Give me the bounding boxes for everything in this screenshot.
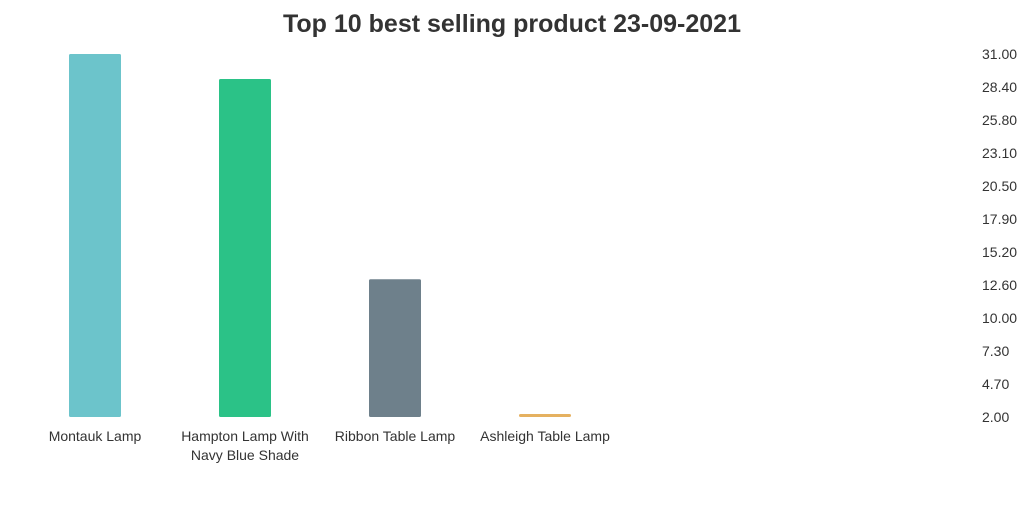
y-tick-label: 15.20 [982, 244, 1017, 260]
y-tick-label: 20.50 [982, 178, 1017, 194]
bar[interactable] [369, 279, 421, 417]
y-axis-ticks: 31.00 28.40 25.80 23.10 20.50 17.90 15.20 12.60… [982, 46, 1017, 425]
y-tick-label: 4.70 [982, 376, 1009, 392]
y-tick-label: 31.00 [982, 46, 1017, 62]
y-tick-label: 28.40 [982, 79, 1017, 95]
y-tick-label: 23.10 [982, 145, 1017, 161]
chart-title: Top 10 best selling product 23-09-2021 [282, 10, 741, 38]
x-category-label: Ribbon Table Lamp [335, 428, 456, 444]
bar[interactable] [519, 414, 571, 417]
y-tick-label: 10.00 [982, 310, 1017, 326]
x-category-label: Navy Blue Shade [191, 447, 299, 463]
x-category-label: Montauk Lamp [49, 428, 142, 444]
y-tick-label: 17.90 [982, 211, 1017, 227]
x-axis-labels: Montauk Lamp Hampton Lamp With Navy Blue S… [49, 428, 610, 463]
y-tick-label: 25.80 [982, 112, 1017, 128]
bar[interactable] [69, 54, 121, 417]
bars-group [69, 54, 571, 417]
x-category-label: Ashleigh Table Lamp [480, 428, 610, 444]
y-tick-label: 7.30 [982, 343, 1009, 359]
y-tick-label: 12.60 [982, 277, 1017, 293]
x-category-label: Hampton Lamp With [181, 428, 309, 444]
bar[interactable] [219, 79, 271, 417]
y-tick-label: 2.00 [982, 409, 1009, 425]
